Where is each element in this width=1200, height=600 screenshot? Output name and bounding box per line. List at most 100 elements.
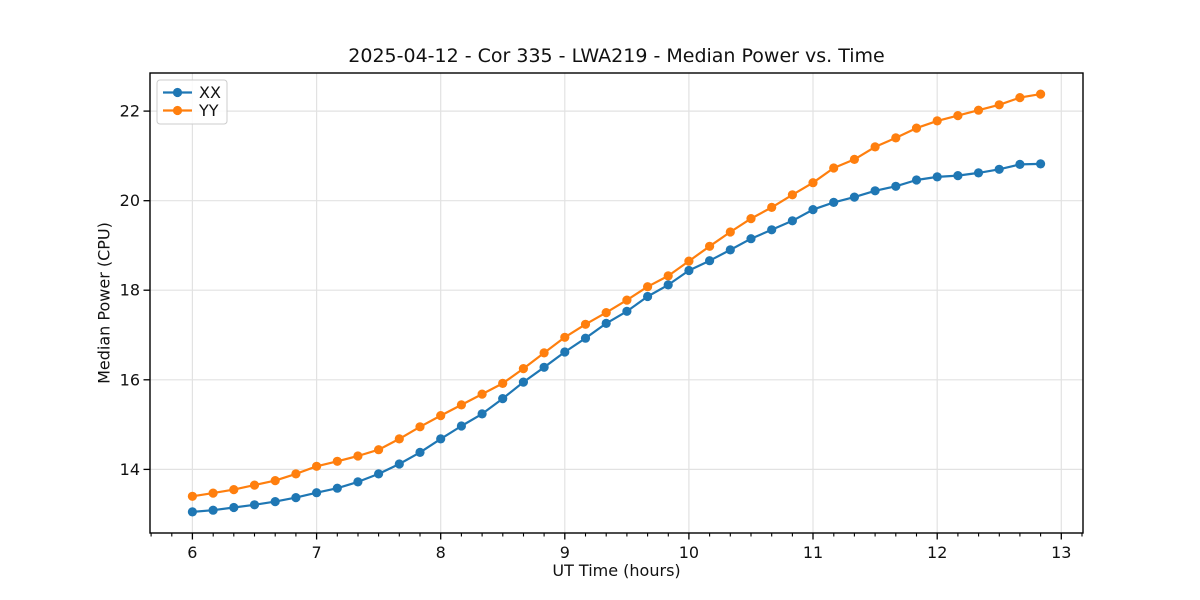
series-XX-marker xyxy=(787,216,798,226)
series-YY-marker xyxy=(518,364,529,374)
series-XX-marker xyxy=(1015,159,1025,169)
x-tick-label: 11 xyxy=(803,543,823,562)
series-XX-marker xyxy=(973,168,984,178)
series-XX-marker xyxy=(580,333,591,343)
series-XX-marker xyxy=(932,172,942,182)
x-tick-label: 6 xyxy=(187,543,197,562)
series-XX-marker xyxy=(560,347,570,357)
series-XX-marker xyxy=(1036,159,1046,169)
legend-label: YY xyxy=(198,101,219,120)
x-tick-label: 10 xyxy=(679,543,699,562)
series-YY-marker xyxy=(560,332,570,342)
x-tick-label: 8 xyxy=(436,543,446,562)
series-YY-marker xyxy=(187,491,197,501)
series-YY-marker xyxy=(808,178,818,188)
series-YY-marker xyxy=(953,111,963,121)
plot-border xyxy=(149,72,1084,534)
series-YY-marker xyxy=(787,190,798,200)
series-XX-marker xyxy=(911,175,922,185)
series-YY-marker xyxy=(725,227,735,237)
series-YY-marker xyxy=(456,400,466,410)
series-YY-marker xyxy=(1036,89,1046,99)
series-YY-marker xyxy=(746,214,756,224)
series-XX-marker xyxy=(622,306,632,316)
series-XX-marker xyxy=(456,421,466,431)
series-YY-marker xyxy=(601,308,611,318)
series-YY-marker xyxy=(436,411,446,421)
series-XX-marker xyxy=(291,493,301,503)
series-YY-marker xyxy=(270,476,280,486)
series-XX-marker xyxy=(539,362,549,372)
series-YY-marker xyxy=(870,142,880,152)
series-XX-marker xyxy=(518,377,529,387)
y-tick-label: 18 xyxy=(120,281,140,300)
series-YY-line xyxy=(192,93,1041,498)
series-XX-marker xyxy=(870,186,880,196)
y-tick-label: 16 xyxy=(120,370,140,389)
series-YY-marker xyxy=(291,469,301,479)
series-XX-marker xyxy=(374,469,384,479)
series-XX-marker xyxy=(249,500,260,510)
series-YY-marker xyxy=(994,100,1004,110)
series-YY-marker xyxy=(580,319,591,329)
x-axis-label: UT Time (hours) xyxy=(552,561,681,580)
series-YY-marker xyxy=(498,378,508,388)
series-YY-marker xyxy=(767,202,777,212)
series-XX-marker xyxy=(767,225,777,235)
series-YY-marker xyxy=(477,389,487,399)
series-YY-marker xyxy=(973,105,984,115)
series-XX-marker xyxy=(684,265,694,276)
series-XX-marker xyxy=(353,477,363,487)
series-XX-marker xyxy=(663,280,673,290)
series-YY-marker xyxy=(622,295,632,305)
series-XX-marker xyxy=(477,409,487,419)
series-XX-marker xyxy=(643,291,653,302)
series-YY-marker xyxy=(705,241,715,251)
legend-marker-sample xyxy=(172,105,183,116)
series-XX-marker xyxy=(498,394,508,404)
series-XX-marker xyxy=(829,197,839,207)
series-YY-marker xyxy=(332,456,342,466)
series-XX-line xyxy=(192,162,1041,513)
series-XX-marker xyxy=(187,507,197,517)
series-XX-marker xyxy=(332,483,342,493)
series-XX-marker xyxy=(746,234,756,244)
y-axis-label: Median Power (CPU) xyxy=(94,222,114,384)
series-YY-marker xyxy=(229,485,239,495)
series-YY-marker xyxy=(353,451,363,461)
series-YY-marker xyxy=(312,461,322,471)
series-YY-marker xyxy=(932,116,942,126)
series-XX-marker xyxy=(270,497,280,507)
series-YY-marker xyxy=(663,271,673,281)
series-XX-marker xyxy=(208,505,218,515)
series-YY-marker xyxy=(911,123,922,133)
series-XX-marker xyxy=(849,192,860,202)
series-YY-marker xyxy=(249,480,260,490)
series-YY-marker xyxy=(829,163,839,173)
legend-label: XX xyxy=(199,83,221,102)
x-tick-label: 7 xyxy=(312,543,322,562)
series-XX-marker xyxy=(891,181,901,191)
series-YY-marker xyxy=(208,488,218,498)
series-YY-marker xyxy=(539,348,549,358)
series-YY-marker xyxy=(849,154,860,164)
series-XX-marker xyxy=(436,434,446,444)
series-XX-marker xyxy=(953,171,963,181)
series-YY-marker xyxy=(394,434,404,444)
x-tick-label: 13 xyxy=(1051,543,1071,562)
y-tick-label: 20 xyxy=(120,191,140,210)
legend-marker-sample xyxy=(172,87,183,98)
series-XX-marker xyxy=(312,488,322,498)
series-XX-marker xyxy=(808,205,818,215)
series-YY-marker xyxy=(684,256,694,266)
x-tick-label: 12 xyxy=(927,543,947,562)
x-tick-label: 9 xyxy=(560,543,570,562)
series-XX-marker xyxy=(994,164,1004,174)
series-YY-marker xyxy=(1015,93,1025,103)
series-XX-marker xyxy=(229,502,239,513)
y-tick-label: 14 xyxy=(120,460,140,479)
series-YY-marker xyxy=(643,282,653,292)
